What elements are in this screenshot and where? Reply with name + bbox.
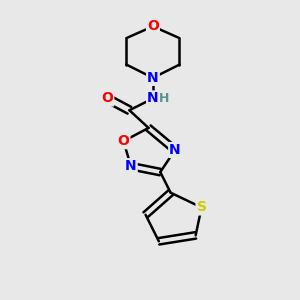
Text: H: H (159, 92, 169, 105)
Text: N: N (125, 159, 137, 173)
Text: N: N (147, 92, 159, 106)
Text: O: O (101, 92, 113, 106)
Text: S: S (196, 200, 206, 214)
Text: O: O (147, 19, 159, 33)
Text: N: N (147, 71, 159, 85)
Text: O: O (118, 134, 129, 148)
Text: N: N (169, 143, 181, 157)
